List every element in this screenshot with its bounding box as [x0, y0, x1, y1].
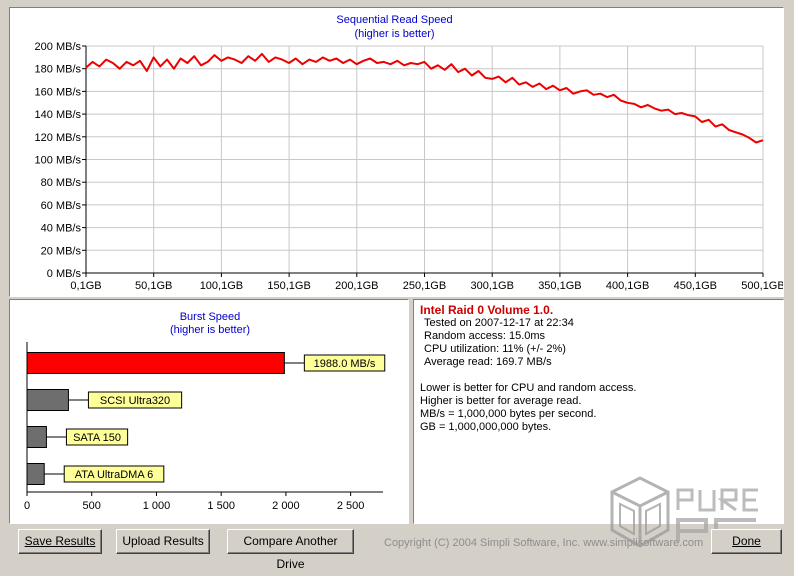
burst-bar-label: SCSI Ultra320 [100, 395, 170, 407]
info-panel: Intel Raid 0 Volume 1.0. Tested on 2007-… [413, 299, 784, 524]
burst-x-tick-label: 1 000 [143, 500, 171, 512]
compare-another-drive-button[interactable]: Compare Another Drive [227, 529, 354, 571]
y-tick-label: 60 MB/s [41, 200, 82, 212]
burst-x-tick-label: 2 000 [272, 500, 300, 512]
done-label: Done [732, 534, 761, 548]
upload-results-button[interactable]: Upload Results [116, 529, 210, 554]
copyright-text: Copyright (C) 2004 Simpli Software, Inc.… [384, 537, 704, 549]
x-tick-label: 150,1GB [267, 280, 310, 292]
y-tick-label: 0 MB/s [47, 268, 82, 280]
y-tick-label: 100 MB/s [35, 155, 82, 167]
burst-speed-panel: Burst Speed (higher is better) 0 500 1 000 1 … [9, 299, 409, 524]
done-button[interactable]: Done [711, 529, 782, 554]
purepc-logo-cube [610, 476, 670, 548]
read-speed-series-line [85, 52, 764, 144]
burst-speed-chart: Burst Speed(higher is better) 0 500 1 000 1 … [24, 311, 386, 512]
burst-x-tick-label: 1 500 [207, 500, 235, 512]
y-tick-label: 120 MB/s [35, 132, 82, 144]
drive-title: Intel Raid 0 Volume 1.0. [420, 303, 554, 317]
burst-subtitle: (higher is better) [170, 324, 250, 336]
y-tick-label: 140 MB/s [35, 109, 82, 121]
x-tick-label: 250,1GB [403, 280, 446, 292]
sequential-read-panel: Sequential Read Speed (higher is better) 0… [9, 7, 785, 297]
test-date: Tested on 2007-12-17 at 22:34 [424, 317, 574, 329]
chart-title: Sequential Read Speed [336, 14, 452, 26]
sequential-read-chart: Sequential Read Speed (higher is better) 0… [35, 14, 785, 292]
burst-label-box [87, 391, 183, 409]
save-results-label: Save Results [24, 534, 96, 548]
y-tick-label: 200 MB/s [35, 41, 82, 53]
y-tick-label: 160 MB/s [35, 86, 82, 98]
burst-x-tick-label: 500 [83, 500, 101, 512]
x-tick-label: 500,1GB [741, 280, 783, 292]
random-access: Random access: 15.0ms [424, 330, 546, 342]
chart-subtitle: (higher is better) [354, 28, 434, 40]
burst-bar [26, 352, 285, 374]
burst-label-box [65, 428, 129, 446]
y-tick-label: 40 MB/s [41, 223, 82, 235]
note-higher-better: Higher is better for average read. [420, 395, 582, 407]
y-tick-label: 20 MB/s [41, 245, 82, 257]
burst-label-box [63, 465, 165, 483]
y-tick-label: 180 MB/s [35, 64, 82, 76]
burst-bar-label: ATA UltraDMA 6 [75, 469, 153, 481]
burst-bar [26, 389, 69, 411]
burst-bar [26, 463, 45, 485]
y-tick-label: 80 MB/s [41, 177, 82, 189]
burst-title: Burst Speed [180, 311, 241, 323]
x-tick-label: 100,1GB [200, 280, 243, 292]
x-tick-label: 400,1GB [606, 280, 649, 292]
cpu-utilization: CPU utilization: 11% (+/- 2%) [424, 343, 566, 355]
save-results-button[interactable]: Save Results [18, 529, 102, 554]
burst-bar-label: SATA 150 [73, 432, 121, 444]
burst-label-box [303, 354, 386, 372]
burst-bar [26, 426, 47, 448]
note-gb-definition: GB = 1,000,000,000 bytes. [420, 421, 552, 433]
compare-another-drive-label: Compare Another Drive [243, 534, 338, 571]
note-lower-better: Lower is better for CPU and random acces… [420, 382, 637, 394]
purepc-logo [610, 476, 758, 548]
burst-x-tick-label: 0 [24, 500, 30, 512]
x-tick-label: 450,1GB [674, 280, 717, 292]
burst-bar-label: 1988.0 MB/s [314, 358, 376, 370]
x-tick-label: 50,1GB [135, 280, 172, 292]
burst-x-tick-label: 2 500 [337, 500, 365, 512]
note-mbs-definition: MB/s = 1,000,000 bytes per second. [420, 408, 597, 420]
x-tick-label: 350,1GB [538, 280, 581, 292]
upload-results-label: Upload Results [122, 534, 204, 548]
x-tick-label: 0,1GB [70, 280, 101, 292]
average-read: Average read: 169.7 MB/s [424, 356, 552, 368]
x-tick-label: 300,1GB [470, 280, 513, 292]
x-tick-label: 200,1GB [335, 280, 378, 292]
